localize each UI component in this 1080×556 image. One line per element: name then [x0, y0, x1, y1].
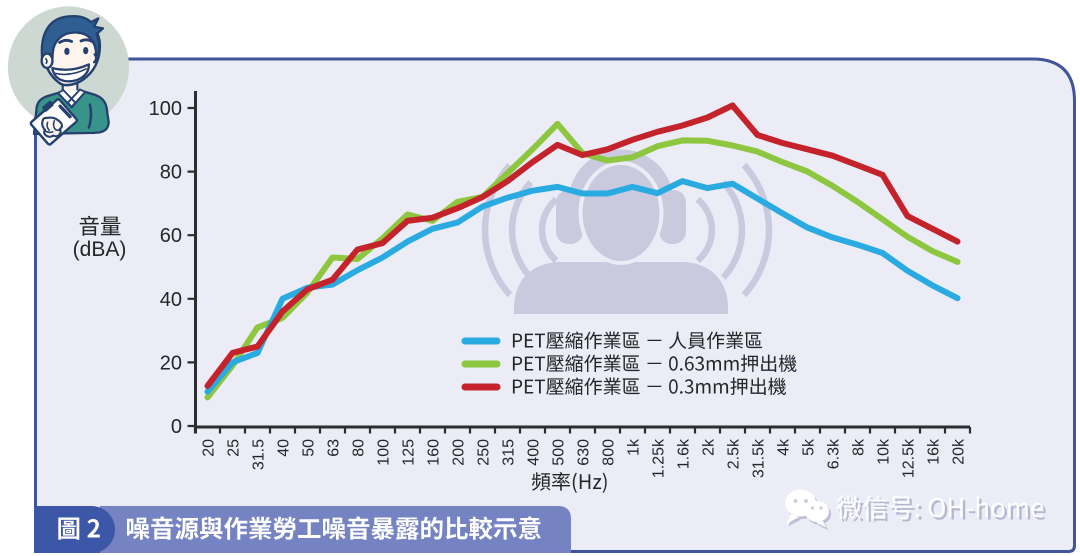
svg-text:160: 160 — [426, 439, 443, 466]
svg-text:5k: 5k — [801, 438, 818, 456]
svg-text:2.5k: 2.5k — [726, 438, 743, 469]
svg-text:100: 100 — [149, 98, 182, 120]
svg-text:80: 80 — [351, 439, 368, 457]
svg-text:12.5k: 12.5k — [901, 438, 918, 478]
svg-text:40: 40 — [276, 439, 293, 457]
svg-text:31.5k: 31.5k — [751, 438, 768, 478]
svg-text:800: 800 — [601, 439, 618, 466]
svg-text:630: 630 — [576, 439, 593, 466]
svg-text:25: 25 — [226, 439, 243, 457]
svg-text:16k: 16k — [926, 438, 943, 465]
svg-text:1k: 1k — [626, 438, 643, 456]
svg-text:0: 0 — [171, 416, 182, 438]
svg-text:20: 20 — [201, 439, 218, 457]
svg-text:50: 50 — [301, 439, 318, 457]
svg-text:125: 125 — [401, 439, 418, 466]
svg-text:8k: 8k — [851, 438, 868, 456]
svg-text:80: 80 — [160, 162, 182, 184]
svg-text:20k: 20k — [951, 438, 968, 465]
svg-text:200: 200 — [451, 439, 468, 466]
svg-text:60: 60 — [160, 225, 182, 247]
svg-text:315: 315 — [501, 439, 518, 466]
svg-text:(dBA): (dBA) — [73, 238, 127, 261]
svg-text:250: 250 — [476, 439, 493, 466]
svg-text:400: 400 — [526, 439, 543, 466]
svg-text:1.6k: 1.6k — [676, 438, 693, 469]
svg-text:6.3k: 6.3k — [826, 438, 843, 469]
svg-text:40: 40 — [160, 289, 182, 311]
svg-text:500: 500 — [551, 439, 568, 466]
svg-text:31.5: 31.5 — [251, 439, 268, 470]
svg-text:2k: 2k — [701, 438, 718, 456]
svg-text:1.25k: 1.25k — [651, 438, 668, 478]
svg-text:100: 100 — [376, 439, 393, 466]
svg-text:20: 20 — [160, 352, 182, 374]
svg-text:63: 63 — [326, 439, 343, 457]
svg-text:10k: 10k — [876, 438, 893, 465]
svg-text:4k: 4k — [776, 438, 793, 456]
